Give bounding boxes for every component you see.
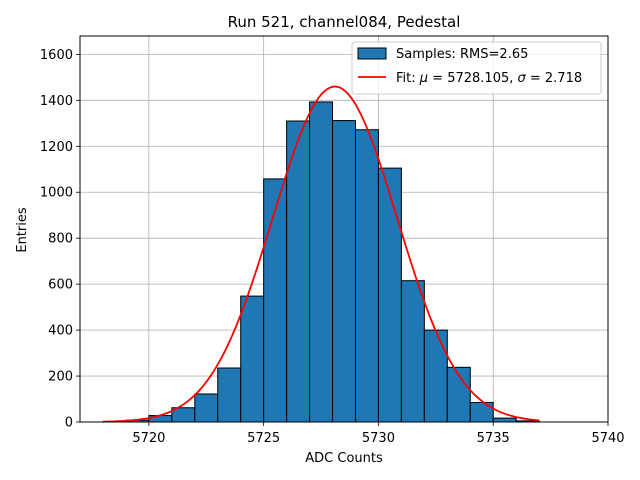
histogram-bar	[332, 120, 356, 423]
y-tick-label: 200	[48, 370, 73, 385]
x-tick-label: 5720	[132, 431, 165, 446]
y-tick-label: 1400	[40, 94, 73, 109]
legend-label-fit: Fit: μ = 5728.105, σ = 2.718	[396, 71, 582, 86]
x-axis-label: ADC Counts	[305, 451, 383, 466]
histogram-bar	[309, 101, 334, 423]
histogram-bars	[102, 101, 540, 423]
histogram-bar	[400, 280, 425, 423]
legend: Samples: RMS=2.65 Fit: μ = 5728.105, σ =…	[351, 41, 602, 95]
fit-curve-group	[102, 85, 540, 423]
legend-swatch-samples	[357, 47, 387, 60]
histogram-bar	[194, 393, 219, 423]
y-tick-label: 1200	[40, 140, 73, 155]
histogram-bar	[423, 329, 448, 423]
y-tick-label: 600	[48, 278, 73, 293]
y-tick-label: 0	[65, 416, 73, 431]
chart-title: Run 521, channel084, Pedestal	[228, 13, 461, 31]
histogram-bar	[217, 367, 242, 423]
y-tick-label: 1600	[40, 48, 73, 63]
x-tick-label: 5725	[247, 431, 280, 446]
histogram-bar	[492, 417, 517, 423]
x-tick-label: 5730	[362, 431, 395, 446]
plot-frame	[79, 35, 609, 423]
axis-ticks: 5720 5725 5730 5735 5740 0 200 400 600 800 1000 120…	[40, 48, 625, 446]
y-tick-label: 400	[48, 324, 73, 339]
histogram-bar	[286, 120, 311, 423]
x-tick-label: 5735	[477, 431, 510, 446]
histogram-bar	[240, 295, 265, 423]
fit-curve	[102, 85, 540, 423]
histogram-bar	[377, 167, 402, 423]
x-tick-label: 5740	[591, 431, 624, 446]
y-tick-label: 1000	[40, 186, 73, 201]
legend-label-samples: Samples: RMS=2.65	[396, 47, 528, 62]
histogram-bar	[469, 401, 494, 423]
y-tick-label: 800	[48, 232, 73, 247]
histogram-bar	[263, 178, 288, 423]
legend-box	[351, 41, 602, 95]
histogram-bar	[354, 129, 379, 423]
y-axis-label: Entries	[15, 207, 30, 253]
